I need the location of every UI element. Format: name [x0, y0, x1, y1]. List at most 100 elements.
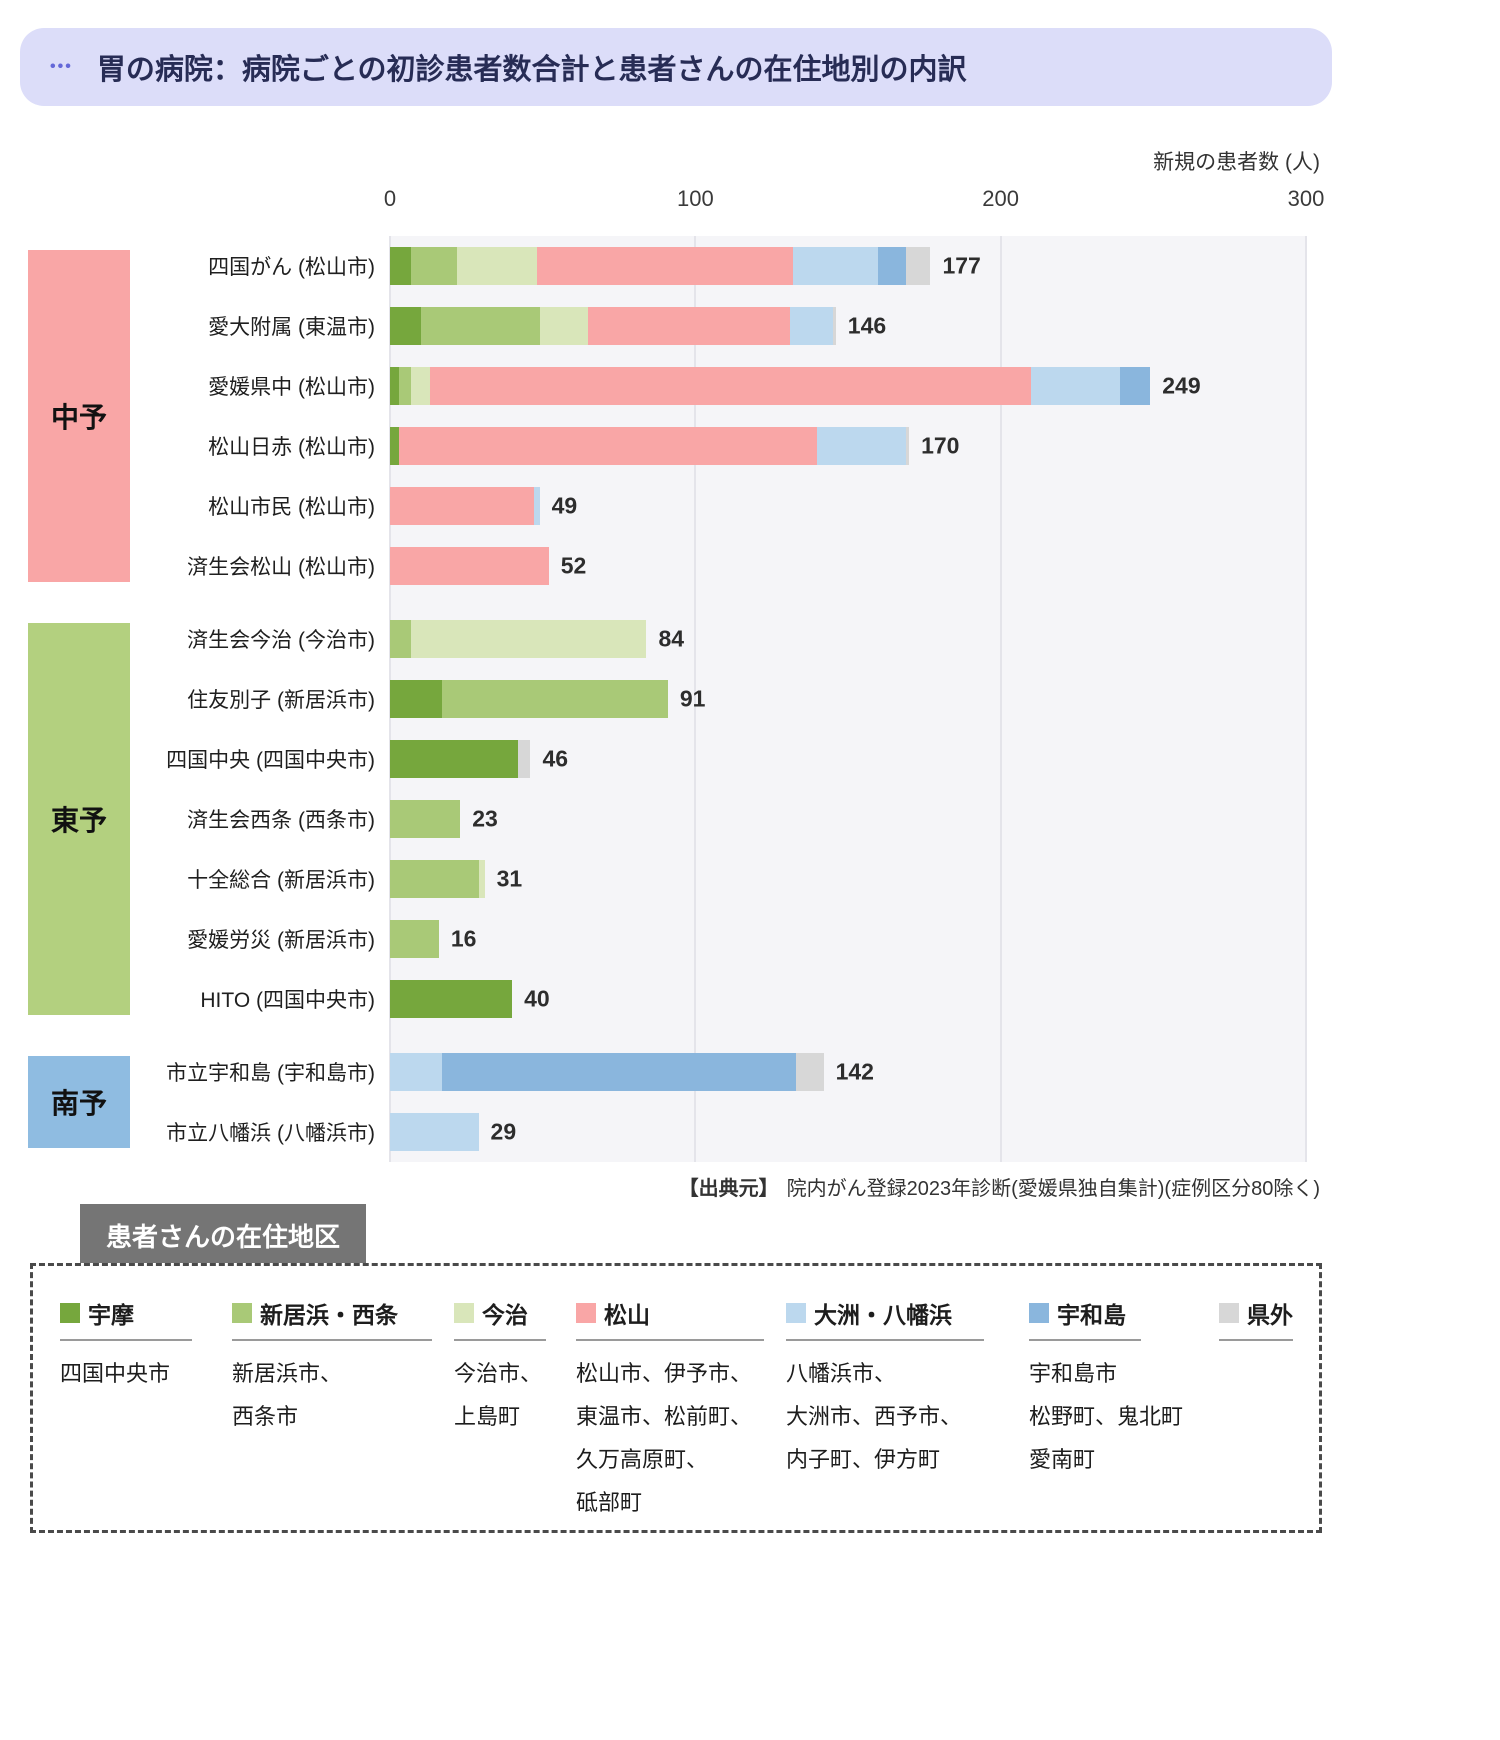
bar-segment-uma [390, 680, 442, 718]
legend-municipalities: 新居浜市、 西条市 [232, 1353, 454, 1439]
hospital-row: 愛媛県中 (松山市) 249 [130, 356, 1500, 416]
hospital-label: 済生会今治 (今治市) [187, 629, 375, 652]
gridline [999, 236, 1002, 1162]
legend-municipalities: 松山市、伊予市、 東温市、松前町、 久万高原町、 砥部町 [576, 1353, 786, 1525]
bar-segment-kengai [905, 427, 910, 465]
bar-area: 146 [390, 307, 1306, 345]
bar-segment-matsuyama [588, 307, 790, 345]
stacked-bar [390, 367, 1306, 405]
bar-segment-niihama-saijo [390, 800, 461, 838]
legend-item-kengai: 県外 [1219, 1296, 1293, 1510]
bar-segment-niihama-saijo [411, 247, 458, 285]
bar-value-label: 170 [921, 432, 960, 459]
x-axis-tick: 100 [676, 186, 714, 211]
bar-value-label: 91 [679, 685, 706, 712]
bar-area: 40 [390, 980, 1306, 1018]
bar-area: 16 [390, 920, 1306, 958]
bar-segment-ozu-yawatahama [533, 487, 540, 525]
stacked-bar [390, 547, 1306, 585]
group-rows: 四国がん (松山市) 177 愛大附属 (東温市) 146 愛媛県中 (松山市) 249 松… [130, 236, 1500, 596]
chart-groups: 中予 四国がん (松山市) 177 愛大附属 (東温市) 146 愛媛県中 (松山市) 24… [0, 236, 1500, 1162]
bar-segment-imabari [411, 620, 647, 658]
axis-unit-label: 新規の患者数 (人) [1153, 151, 1320, 174]
bar-area: 23 [390, 800, 1306, 838]
source-note: 【出典元】 院内がん登録2023年診断(愛媛県独自集計)(症例区分80除く) [390, 1172, 1320, 1201]
hospital-row: 済生会今治 (今治市) 84 [130, 609, 1500, 669]
ellipsis-icon: ••• [50, 58, 73, 75]
legend-municipalities: 八幡浜市、 大洲市、西予市、 内子町、伊方町 [786, 1353, 1029, 1482]
legend-item-imabari: 今治今治市、 上島町 [454, 1296, 576, 1510]
stacked-bar [390, 427, 1306, 465]
stacked-bar [390, 1113, 1306, 1151]
hospital-label: 愛大附属 (東温市) [208, 316, 375, 339]
municipality-line: 大洲市、西予市、 [786, 1403, 963, 1429]
bar-value-label: 31 [496, 865, 523, 892]
bar-segment-imabari [457, 247, 537, 285]
bar-area: 170 [390, 427, 1306, 465]
bar-area: 84 [390, 620, 1306, 658]
legend-municipalities: 今治市、 上島町 [454, 1353, 576, 1439]
bar-value-label: 52 [560, 552, 587, 579]
legend-swatch-uma [60, 1303, 80, 1323]
bar-value-label: 249 [1162, 372, 1201, 399]
bar-segment-uma [390, 740, 519, 778]
bar-value-label: 84 [658, 625, 685, 652]
bar-segment-imabari [478, 860, 485, 898]
bar-segment-matsuyama [429, 367, 1032, 405]
bar-segment-ozu-yawatahama [793, 247, 879, 285]
legend-municipalities: 四国中央市 [60, 1353, 232, 1396]
bar-value-label: 177 [942, 252, 981, 279]
municipality-line: 久万高原町、 [576, 1446, 709, 1472]
x-axis-tick: 200 [982, 186, 1020, 211]
bar-area: 249 [390, 367, 1306, 405]
municipality-line: 西条市 [232, 1403, 299, 1429]
bar-segment-niihama-saijo [390, 860, 479, 898]
bar-area: 91 [390, 680, 1306, 718]
bar-area: 31 [390, 860, 1306, 898]
bar-segment-uwajima [441, 1053, 797, 1091]
gridline [1305, 236, 1307, 1162]
municipality-line: 東温市、松前町、 [576, 1403, 753, 1429]
page-title: 胃の病院：病院ごとの初診患者数合計と患者さんの在住地別の内訳 [96, 54, 967, 86]
source-label: 【出典元】 [678, 1178, 779, 1200]
legend-title: 患者さんの在住地区 [80, 1204, 367, 1267]
hospital-row: 愛大附属 (東温市) 146 [130, 296, 1500, 356]
legend-swatch-imabari [454, 1303, 474, 1323]
hospital-label: 市立宇和島 (宇和島市) [166, 1062, 375, 1085]
region-label: 南予 [28, 1056, 130, 1148]
x-axis-tick: 0 [383, 186, 397, 211]
bar-area: 29 [390, 1113, 1306, 1151]
legend-item-label: 今治 [482, 1302, 528, 1328]
bar-value-label: 46 [542, 745, 569, 772]
legend-municipalities: 宇和島市 松野町、鬼北町 愛南町 [1029, 1353, 1219, 1482]
hospital-label: 四国がん (松山市) [208, 256, 375, 279]
bar-area: 46 [390, 740, 1306, 778]
bar-segment-kengai [905, 247, 931, 285]
bar-segment-uma [390, 247, 412, 285]
x-axis-tick: 300 [1287, 186, 1325, 211]
stacked-bar [390, 487, 1306, 525]
bar-segment-ozu-yawatahama [817, 427, 906, 465]
legend-item-header: 宇和島 [1029, 1296, 1141, 1341]
stacked-bar [390, 860, 1306, 898]
bar-value-label: 29 [490, 1118, 517, 1145]
bar-segment-uma [390, 367, 400, 405]
bar-segment-uma [390, 427, 400, 465]
hospital-label: 市立八幡浜 (八幡浜市) [166, 1122, 375, 1145]
legend-item-header: 県外 [1219, 1296, 1293, 1341]
bar-segment-uwajima [878, 247, 906, 285]
legend-item-label: 宇和島 [1057, 1302, 1126, 1328]
bar-segment-uma [390, 980, 513, 1018]
hospital-row: 済生会西条 (西条市) 23 [130, 789, 1500, 849]
municipality-line: 八幡浜市、 [786, 1361, 897, 1386]
legend-item-label: 松山 [604, 1302, 650, 1328]
municipality-line: 宇和島市 [1029, 1361, 1118, 1386]
bar-segment-uwajima [1119, 367, 1151, 405]
bar-value-label: 142 [835, 1058, 874, 1085]
hospital-row: 済生会松山 (松山市) 52 [130, 536, 1500, 596]
bar-value-label: 146 [847, 312, 887, 339]
source-text: 院内がん登録2023年診断(愛媛県独自集計)(症例区分80除く) [786, 1178, 1320, 1200]
hospital-row: 住友別子 (新居浜市) 91 [130, 669, 1500, 729]
bar-segment-ozu-yawatahama [789, 307, 833, 345]
